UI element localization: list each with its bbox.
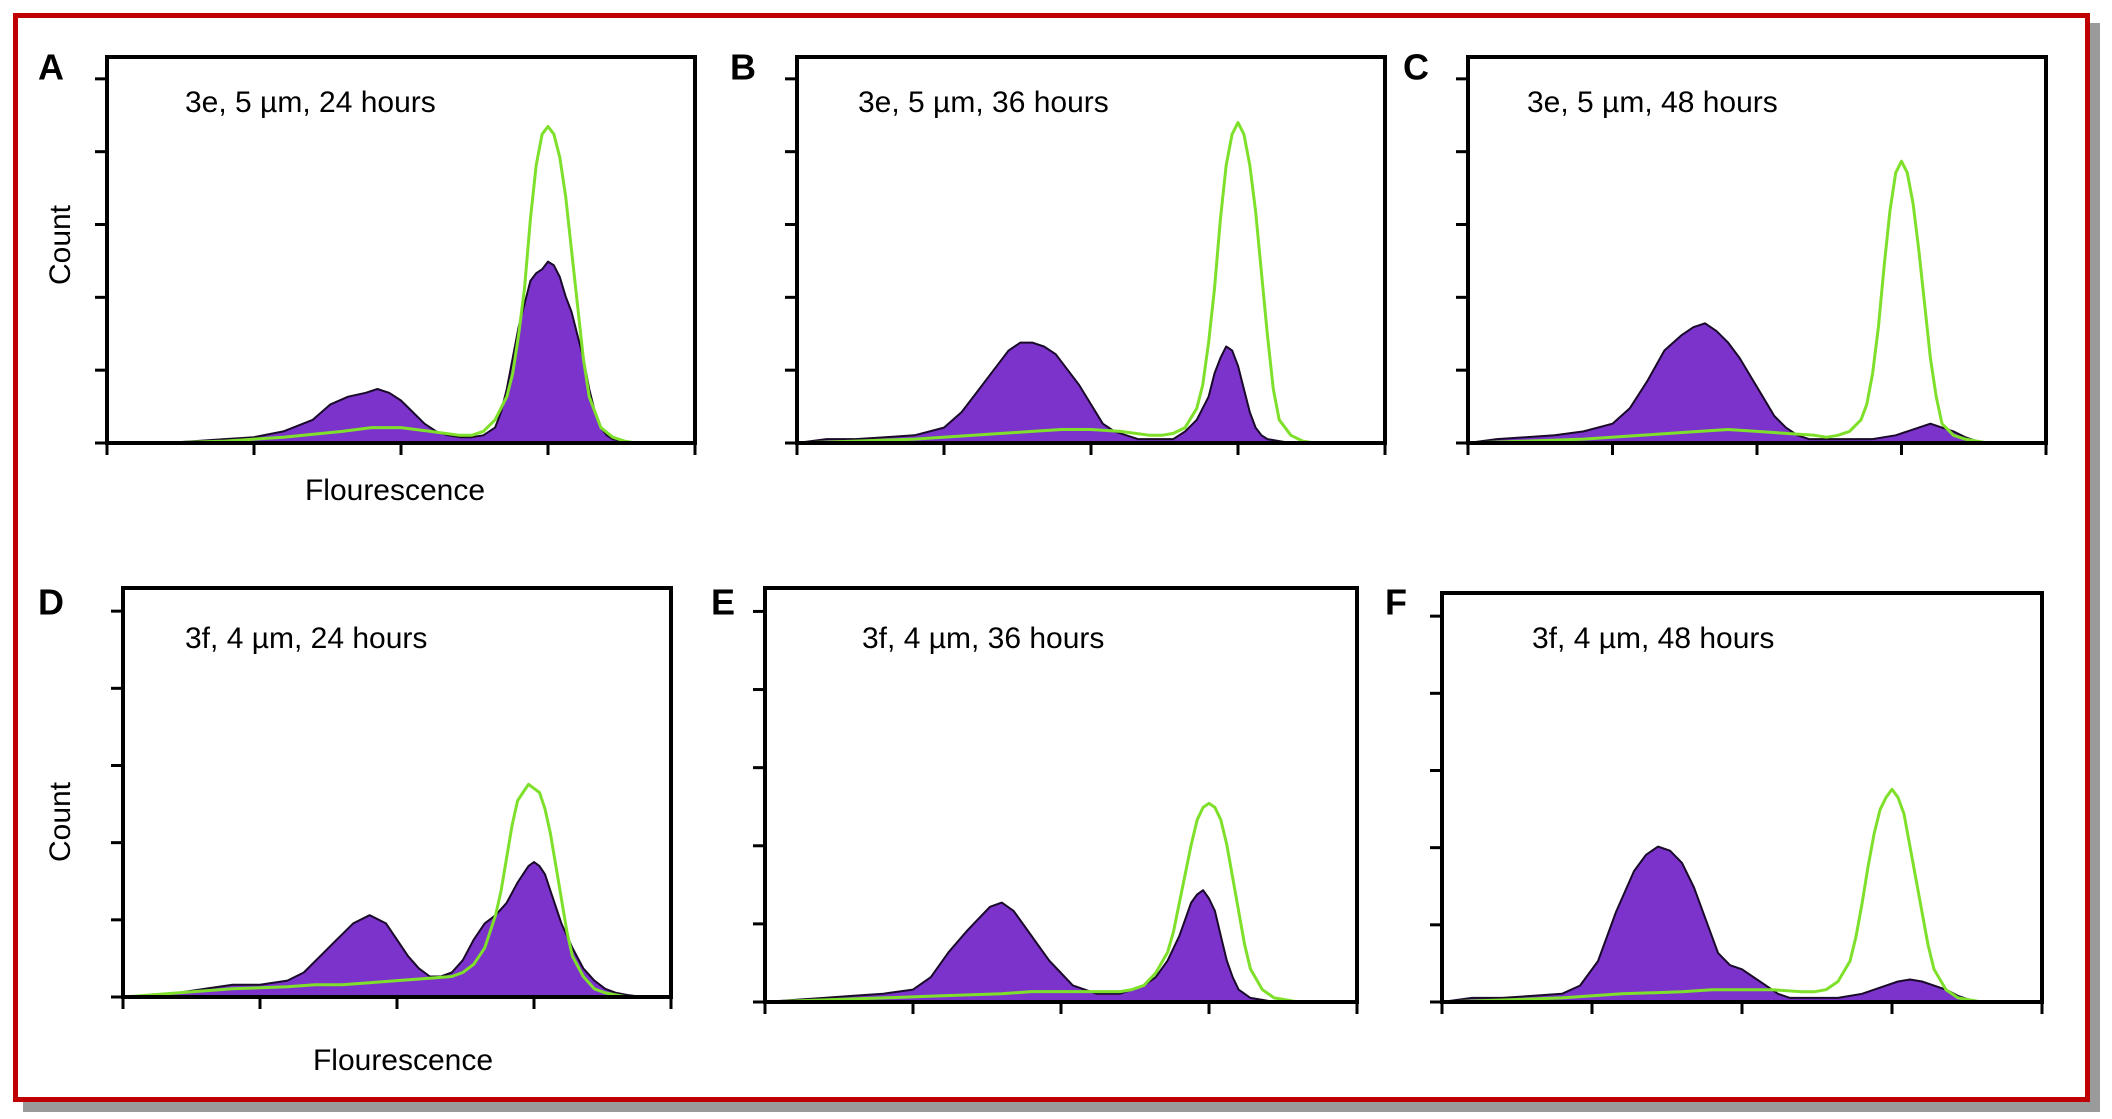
panel-letter: C: [1403, 47, 1429, 88]
series-treated-area: [1467, 322, 2047, 444]
series-control-line: [1467, 159, 2046, 445]
panel-b: B 3e, 5 µm, 36 hours: [730, 47, 1387, 455]
panel-title: 3f, 4 µm, 48 hours: [1532, 622, 1774, 655]
series-control-line: [764, 801, 1357, 1004]
x-axis-label: Flourescence: [313, 1044, 493, 1077]
panel-title: 3e, 5 µm, 24 hours: [185, 86, 436, 119]
panel-a: A 3e, 5 µm, 24 hours Flourescence Count: [38, 47, 697, 507]
series-control-line: [1441, 787, 2042, 1004]
series-control-line: [107, 125, 695, 445]
x-axis-label: Flourescence: [305, 474, 485, 507]
panel-title: 3f, 4 µm, 24 hours: [185, 622, 427, 655]
panel-letter: F: [1385, 582, 1407, 623]
series-control-line: [122, 782, 671, 999]
panel-letter: D: [38, 582, 64, 623]
series-treated-area: [764, 889, 1358, 1003]
panel-title: 3e, 5 µm, 36 hours: [858, 86, 1109, 119]
panel-title: 3f, 4 µm, 36 hours: [862, 622, 1104, 655]
panel-letter: E: [711, 582, 735, 623]
panel-f: F 3f, 4 µm, 48 hours: [1385, 582, 2044, 1014]
series-treated-area: [122, 861, 672, 998]
panel-d: D 3f, 4 µm, 24 hours Flourescence Count: [38, 582, 673, 1077]
panel-c: C 3e, 5 µm, 48 hours: [1403, 47, 2048, 455]
panel-letter: A: [38, 47, 64, 88]
panel-letter: B: [730, 47, 756, 88]
series-treated-area: [796, 341, 1386, 444]
y-axis-label: Count: [44, 781, 77, 862]
y-axis-label: Count: [44, 204, 77, 285]
panel-title: 3e, 5 µm, 48 hours: [1527, 86, 1778, 119]
series-treated-area: [1441, 845, 2043, 1003]
series-control-line: [796, 121, 1385, 445]
series-treated-area: [106, 260, 696, 444]
panel-e: E 3f, 4 µm, 36 hours: [711, 582, 1359, 1014]
